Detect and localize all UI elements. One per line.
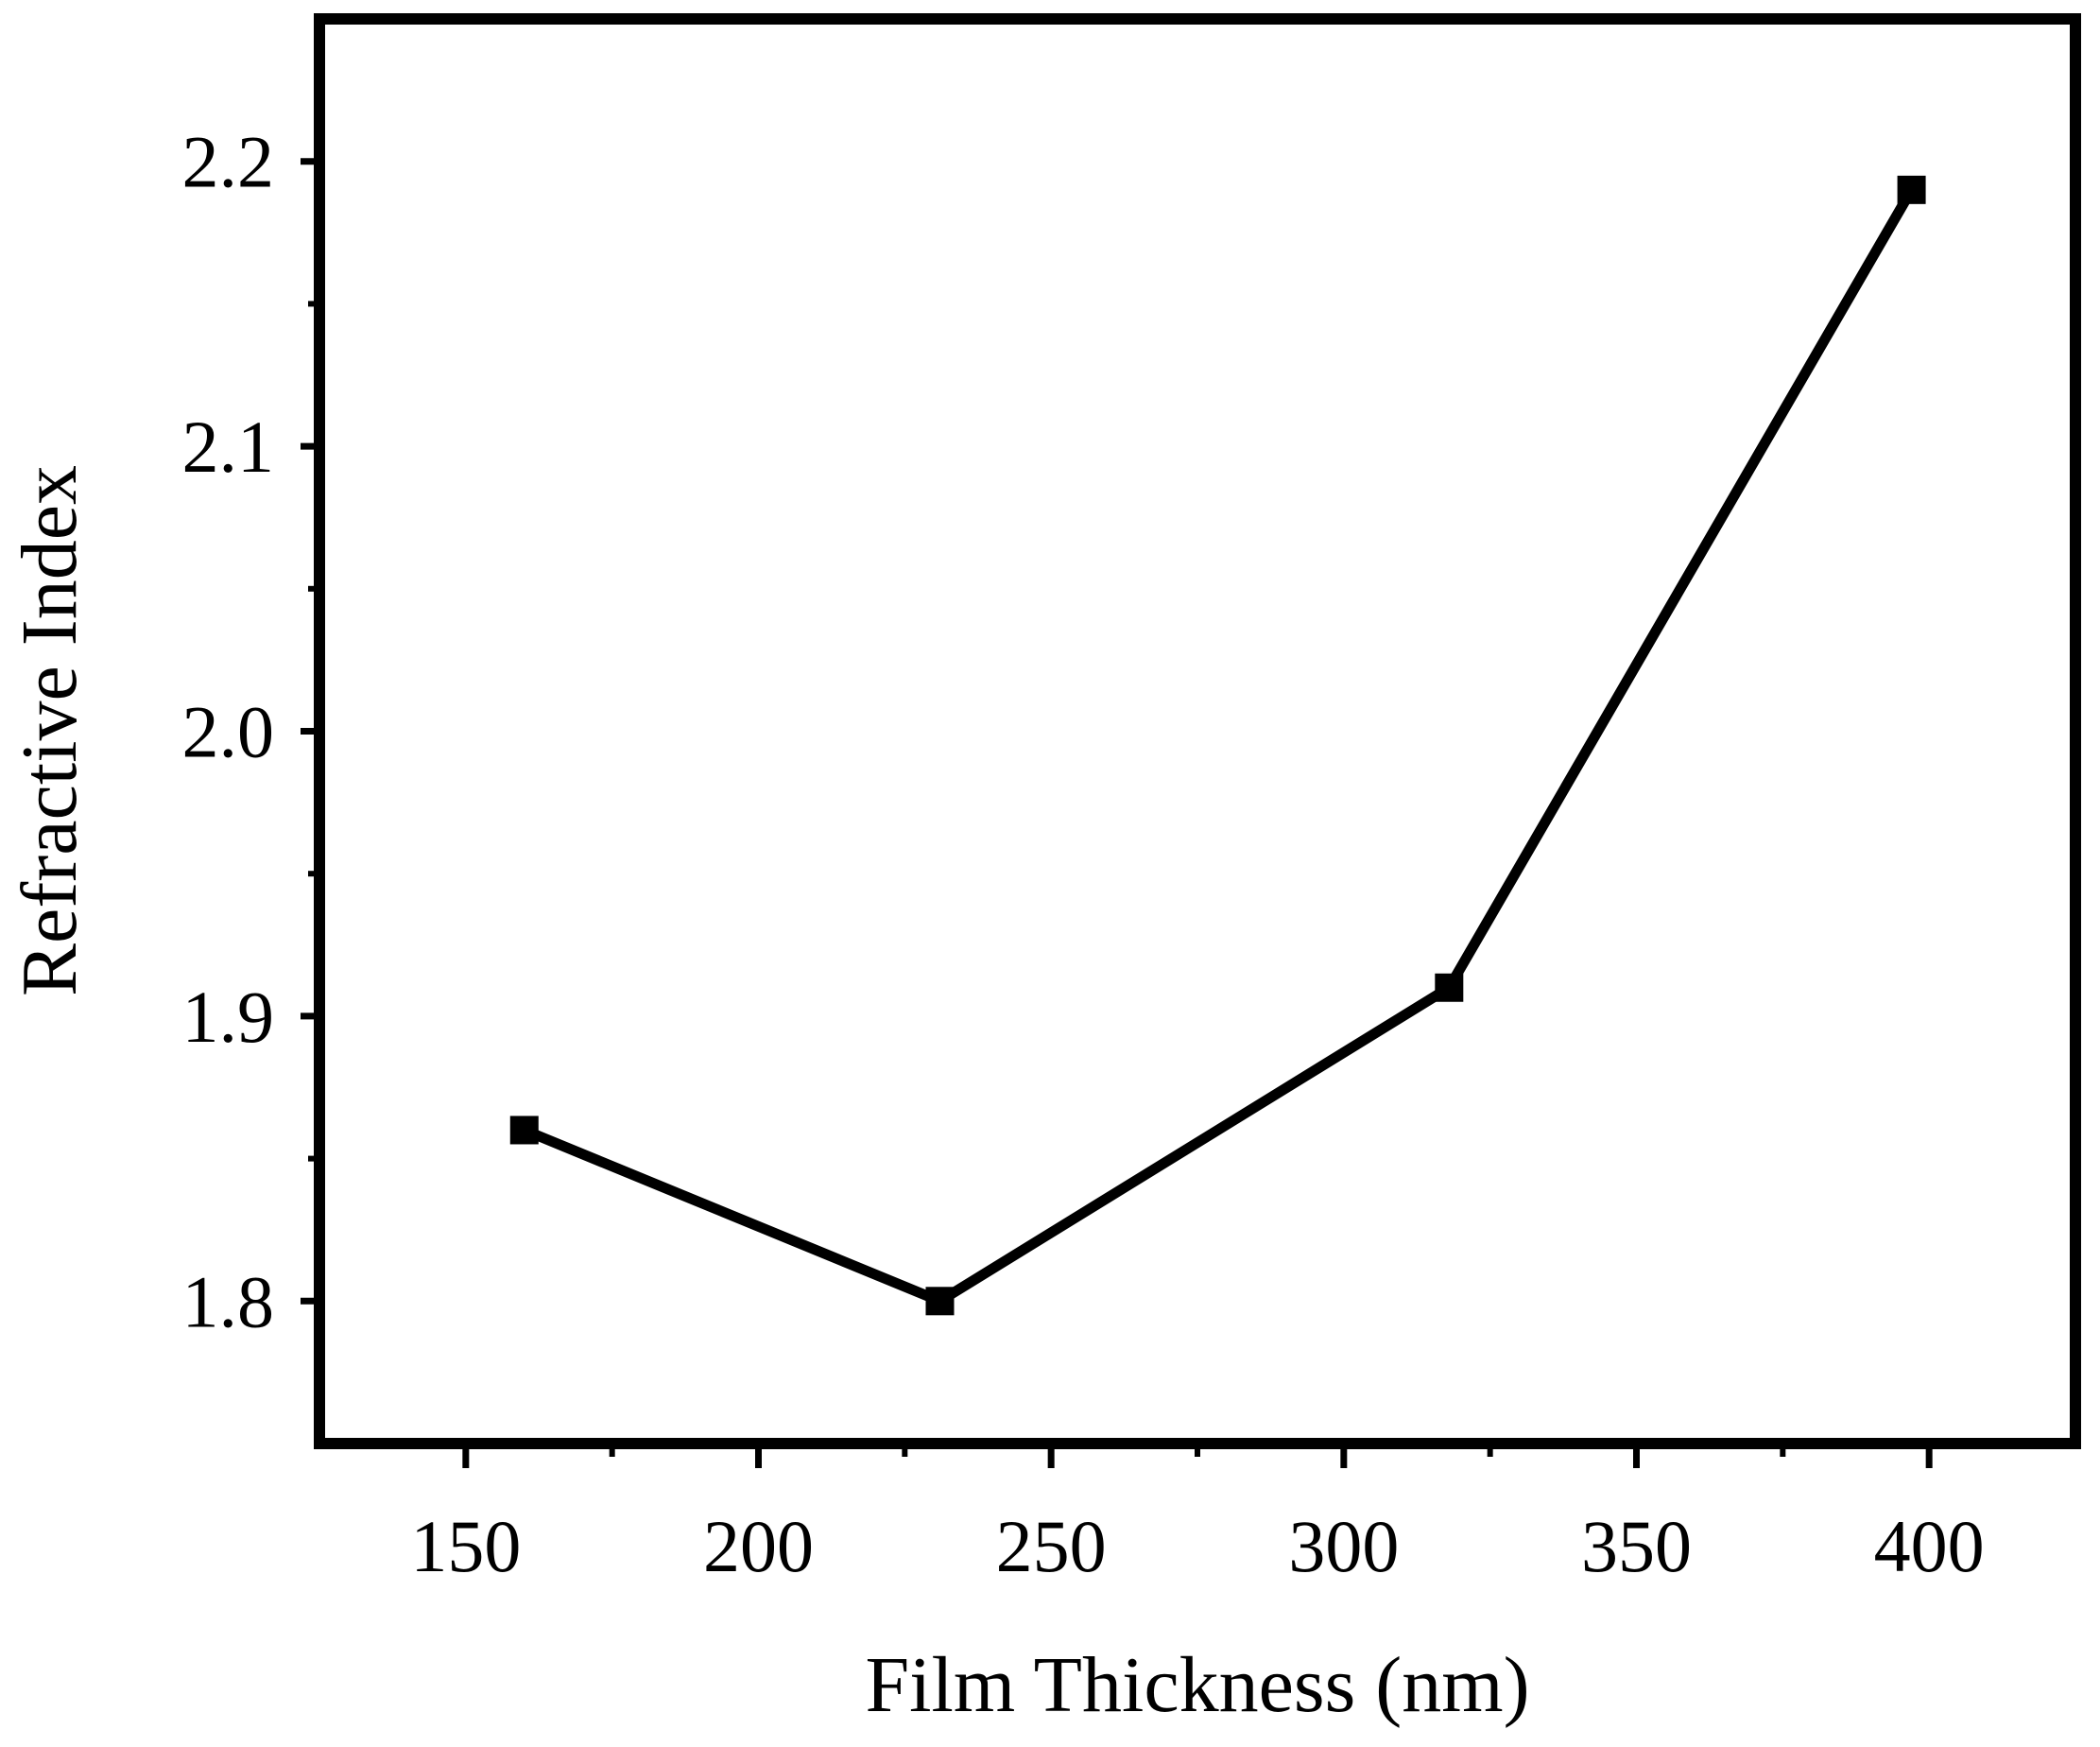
x-tick-label: 250 [996, 1505, 1107, 1587]
y-tick-label: 2.1 [182, 406, 275, 488]
x-tick-label: 300 [1288, 1505, 1399, 1587]
plot-frame [314, 13, 2081, 1449]
data-point-marker [1897, 175, 1926, 204]
data-point-marker [509, 1116, 539, 1145]
y-axis-title: Refractive Index [6, 465, 94, 996]
y-tick-label: 2.0 [182, 691, 275, 773]
series-layer [509, 175, 1926, 1316]
x-tick-label: 200 [703, 1505, 814, 1587]
y-tick-label: 1.8 [182, 1260, 275, 1342]
data-point-marker [925, 1287, 955, 1316]
x-axis-title: Film Thickness (nm) [865, 1641, 1529, 1729]
y-tick-label: 1.9 [182, 976, 275, 1058]
data-point-marker [1435, 973, 1464, 1002]
series-line [522, 187, 1917, 1306]
y-tick-label: 2.2 [182, 121, 275, 203]
ticks-layer [301, 158, 1933, 1468]
x-tick-label: 400 [1874, 1505, 1985, 1587]
x-tick-label: 150 [410, 1505, 521, 1587]
x-tick-label: 350 [1581, 1505, 1692, 1587]
labels-layer: 150 200 250 300 350 400 1.8 1.9 2.0 2.1 2.2 [182, 121, 1985, 1587]
